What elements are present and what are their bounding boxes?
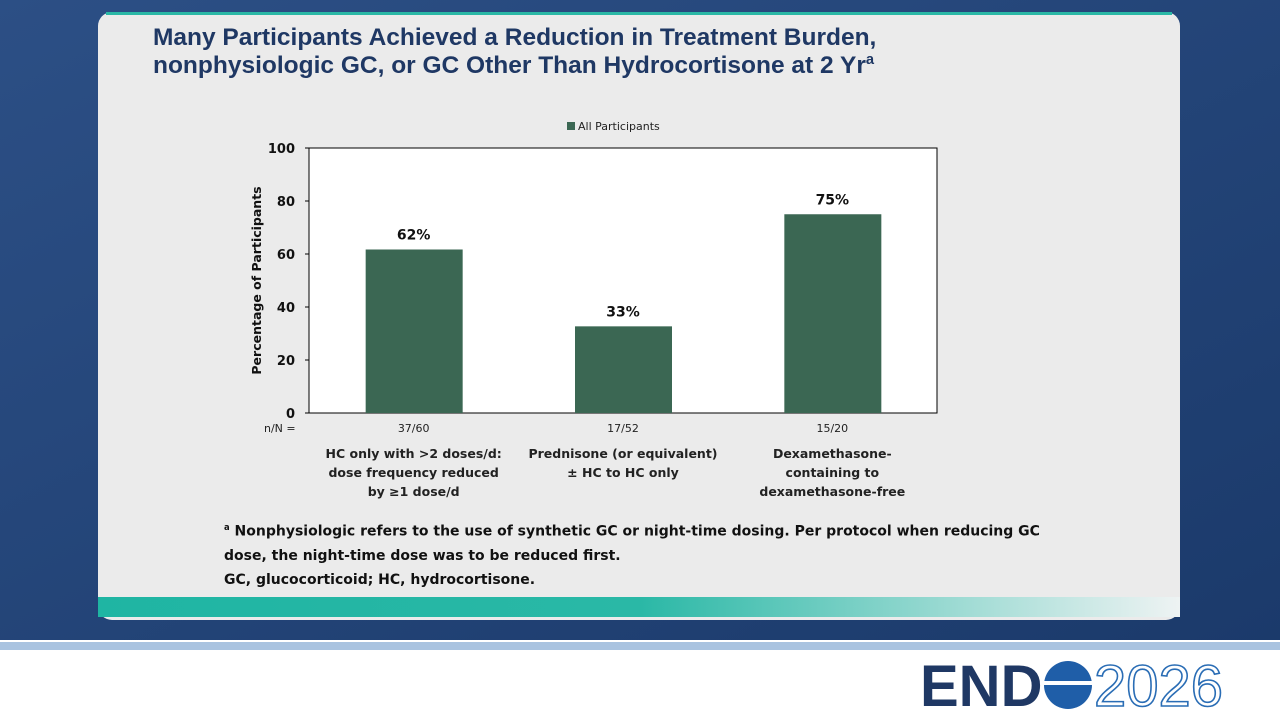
title-note-mark: a: [865, 52, 875, 68]
title: Many Participants Achieved a Reduction i…: [153, 24, 876, 80]
value-label: 75%: [816, 192, 850, 208]
card-top-line: [106, 12, 1172, 15]
y-tick-label: 60: [277, 248, 295, 263]
bar: [784, 214, 882, 413]
legend-swatch: [567, 122, 575, 130]
legend-label: All Participants: [578, 120, 660, 133]
footer-stripe: [0, 642, 1280, 650]
y-tick-label: 40: [277, 301, 295, 316]
x-tick-label: HC only with >2 doses/d: dose frequency …: [325, 446, 502, 499]
bar: [365, 249, 463, 413]
n-value: 17/52: [607, 422, 639, 435]
footnote-line: Nonphysiologic refers to the use of synt…: [234, 523, 1040, 540]
card-band: [98, 597, 1180, 617]
x-tick-label: Prednisone (or equivalent) ± HC to HC on…: [528, 446, 718, 480]
logo-globe-band: [1044, 681, 1092, 685]
n-label: n/N =: [264, 422, 296, 435]
footnote-line: dose, the night-time dose was to be redu…: [224, 547, 621, 564]
footnote-mark: a: [224, 522, 230, 532]
logo-left: END: [920, 654, 1042, 719]
y-axis-label: Percentage of Participants: [249, 186, 264, 374]
y-tick-label: 100: [268, 142, 295, 157]
title-line: Many Participants Achieved a Reduction i…: [153, 24, 877, 51]
logo-right: 2026: [1094, 654, 1223, 719]
value-label: 62%: [397, 227, 431, 243]
footnote-line: GC, glucocorticoid; HC, hydrocortisone.: [224, 571, 536, 588]
y-tick-label: 20: [277, 354, 295, 369]
x-tick-label: Dexamethasone-containing to dexamethason…: [759, 446, 906, 499]
footnotes: a Nonphysiologic refers to the use of sy…: [224, 515, 1040, 592]
y-tick-label: 80: [277, 195, 295, 210]
title-line: nonphysiologic GC, or GC Other Than Hydr…: [153, 52, 866, 80]
y-tick-label: 0: [286, 407, 295, 422]
value-label: 33%: [606, 304, 640, 320]
bar: [575, 326, 672, 413]
n-value: 15/20: [816, 422, 848, 435]
n-value: 37/60: [398, 422, 430, 435]
